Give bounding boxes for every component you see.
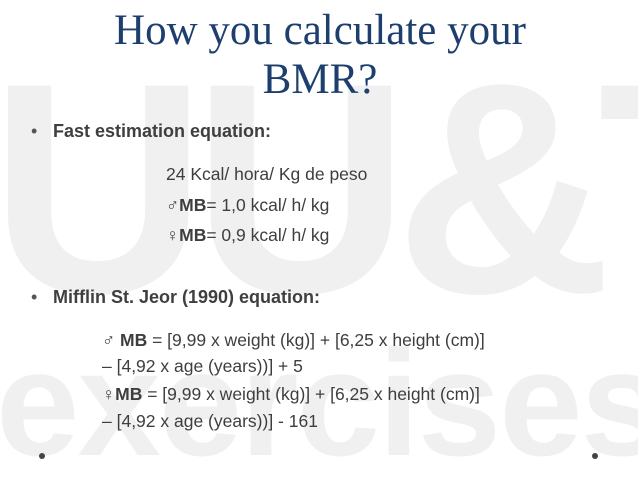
fast-line-female: ♀MB= 0,9 kcal/ h/ kg xyxy=(166,225,329,246)
fast-female-value: = 0,9 kcal/ h/ kg xyxy=(206,225,330,245)
bottom-left-dot xyxy=(39,453,45,459)
mifflin-male-line-2: – [4,92 x age (years))] + 5 xyxy=(102,356,303,376)
female-symbol-icon: ♀ xyxy=(166,225,180,245)
fast-line-male: ♂MB= 1,0 kcal/ h/ kg xyxy=(166,195,329,216)
mb-label: MB xyxy=(179,225,207,245)
male-symbol-icon: ♂ xyxy=(166,195,180,215)
slide-title: How you calculate your BMR? xyxy=(20,6,620,104)
mifflin-female-equation-part1: = [9,99 x weight (kg)] + [6,25 x height … xyxy=(142,384,480,404)
bullet-dot: • xyxy=(31,287,38,307)
fast-line-general: 24 Kcal/ hora/ Kg de peso xyxy=(166,164,368,184)
bullet-mifflin: • Mifflin St. Jeor (1990) equation: xyxy=(31,287,320,308)
mifflin-female-line-1: ♀MB = [9,99 x weight (kg)] + [6,25 x hei… xyxy=(102,384,480,405)
mb-label: MB xyxy=(115,384,143,404)
mifflin-female-line-2: – [4,92 x age (years))] - 161 xyxy=(102,411,318,431)
male-symbol-icon: ♂ xyxy=(102,330,116,350)
mifflin-male-line-1: ♂ MB = [9,99 x weight (kg)] + [6,25 x he… xyxy=(102,330,485,351)
fast-male-value: = 1,0 kcal/ h/ kg xyxy=(206,195,330,215)
title-line-2: BMR? xyxy=(262,56,378,103)
mifflin-male-equation-part1: = [9,99 x weight (kg)] + [6,25 x height … xyxy=(147,330,485,350)
mb-label: MB xyxy=(120,330,148,350)
female-symbol-icon: ♀ xyxy=(102,384,116,404)
bullet-mifflin-label: Mifflin St. Jeor (1990) equation: xyxy=(53,287,321,307)
title-line-1: How you calculate your xyxy=(114,7,526,54)
bullet-fast-estimation-label: Fast estimation equation: xyxy=(53,121,272,141)
mb-label: MB xyxy=(179,195,207,215)
bullet-fast-estimation: • Fast estimation equation: xyxy=(31,121,271,142)
bottom-right-dot xyxy=(592,453,598,459)
bullet-dot: • xyxy=(31,121,38,141)
